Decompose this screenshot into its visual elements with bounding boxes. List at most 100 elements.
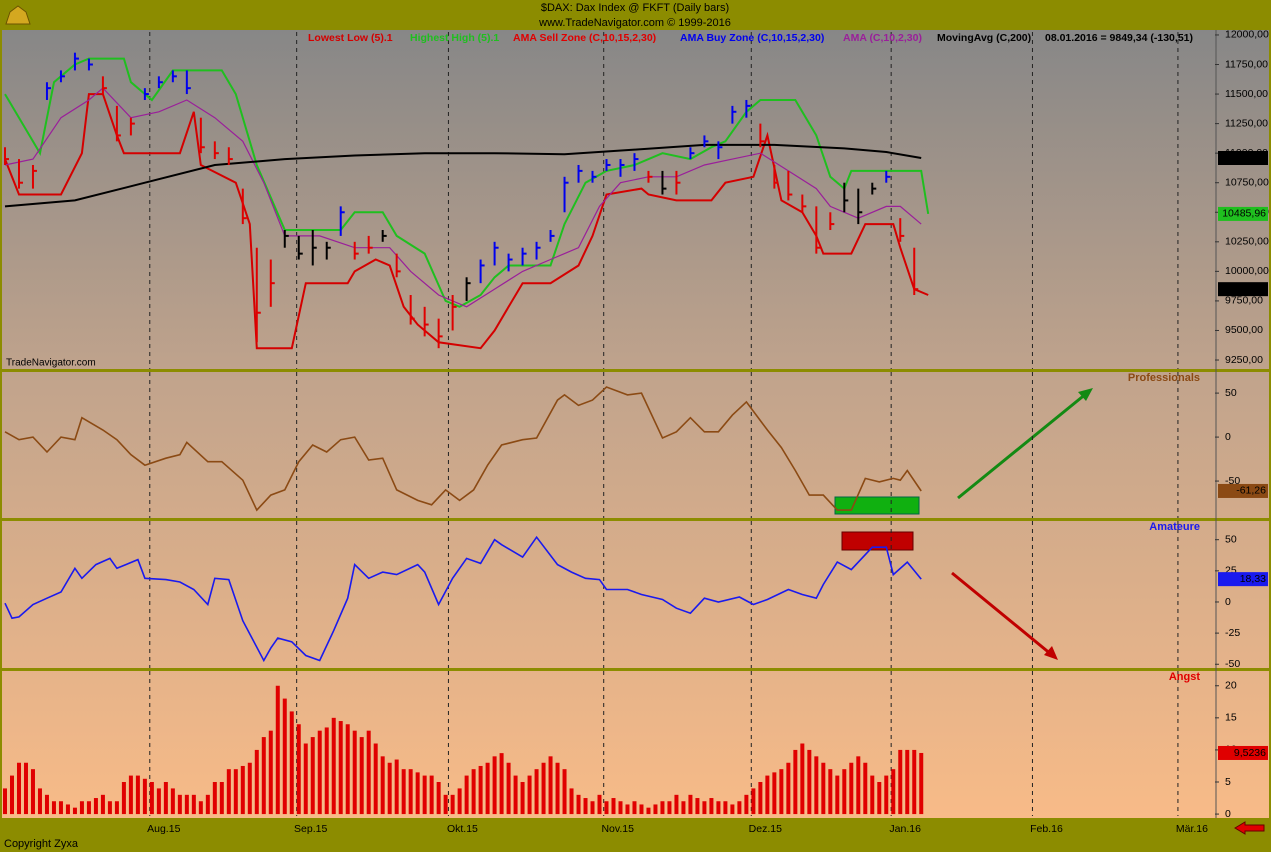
panel-divider xyxy=(0,518,1271,521)
bar xyxy=(296,724,301,815)
bar xyxy=(268,730,273,815)
bar xyxy=(660,801,665,815)
bar xyxy=(681,801,686,815)
bar xyxy=(513,775,518,815)
y-tick-label: 50 xyxy=(1225,387,1237,399)
bar xyxy=(877,781,882,815)
bar xyxy=(366,730,371,815)
bar xyxy=(779,769,784,815)
bar xyxy=(457,788,462,815)
bar xyxy=(317,730,322,815)
legend-entry: AMA Sell Zone (C,10,15,2,30) xyxy=(513,32,656,44)
last-value-label: -61,26 xyxy=(1236,485,1266,497)
bar xyxy=(212,781,217,815)
bar xyxy=(492,756,497,815)
legend-entry: AMA (C,10,2,30) xyxy=(843,32,922,44)
bar xyxy=(30,769,35,815)
highlight-box xyxy=(834,496,920,515)
bar xyxy=(282,698,287,815)
bar xyxy=(667,801,672,815)
bar xyxy=(737,801,742,815)
bar xyxy=(919,752,924,815)
chart-title: $DAX: Dax Index @ FKFT (Daily bars) xyxy=(541,2,729,14)
bar xyxy=(562,769,567,815)
bar xyxy=(716,801,721,815)
y-tick-label: 12000,00 xyxy=(1225,29,1269,41)
bar xyxy=(800,743,805,815)
bar xyxy=(863,762,868,815)
bar xyxy=(450,794,455,815)
x-tick-label: Sep.15 xyxy=(294,823,327,835)
bar xyxy=(478,765,483,815)
x-tick-label: Jan.16 xyxy=(889,823,921,835)
bar xyxy=(527,775,532,815)
bar xyxy=(744,794,749,815)
bar xyxy=(51,801,56,815)
bar xyxy=(86,801,91,815)
y-tick-label: 11750,00 xyxy=(1225,58,1268,70)
bar xyxy=(443,794,448,815)
chart-subtitle: www.TradeNavigator.com © 1999-2016 xyxy=(538,17,731,29)
bar xyxy=(702,801,707,815)
bar xyxy=(9,775,14,815)
bar xyxy=(436,781,441,815)
bar xyxy=(401,769,406,815)
x-tick-label: Mär.16 xyxy=(1176,823,1208,835)
bar xyxy=(597,794,602,815)
last-value-box xyxy=(1218,483,1268,498)
bar xyxy=(758,781,763,815)
last-value-label: 9,5236 xyxy=(1234,747,1266,759)
bar xyxy=(79,801,84,815)
y-tick-label: 10250,00 xyxy=(1225,236,1269,248)
bar xyxy=(100,794,105,815)
bar xyxy=(898,749,903,815)
last-value-label: 18,33 xyxy=(1240,573,1266,585)
footer: Copyright Zyxa xyxy=(4,838,79,850)
legend-note: 08.01.2016 = 9849,34 (-130,51) xyxy=(1045,32,1193,44)
bar xyxy=(632,801,637,815)
bar xyxy=(65,804,70,815)
bar xyxy=(499,753,504,815)
bar xyxy=(590,801,595,815)
y-tick-label: 50 xyxy=(1225,533,1237,545)
bar xyxy=(205,794,210,815)
bar xyxy=(772,772,777,815)
panel-title: Professionals xyxy=(1128,372,1200,384)
arrow xyxy=(957,388,1093,500)
bar xyxy=(415,772,420,815)
scroll-arrow[interactable] xyxy=(1234,821,1265,835)
y-tick-label: 10000,00 xyxy=(1225,265,1269,277)
x-tick-label: Okt.15 xyxy=(447,823,478,835)
bar xyxy=(464,775,469,815)
y-tick-label: 0 xyxy=(1225,596,1231,608)
x-tick-label: Dez.15 xyxy=(749,823,782,835)
y-tick-label: 25 xyxy=(1225,565,1237,577)
bar xyxy=(576,794,581,815)
background xyxy=(2,30,1269,818)
x-tick-label: Aug.15 xyxy=(147,823,180,835)
bar xyxy=(247,762,252,815)
series-line xyxy=(4,535,922,663)
bar xyxy=(849,762,854,815)
bar xyxy=(16,762,21,815)
bar xyxy=(842,769,847,815)
bar xyxy=(856,756,861,815)
bar xyxy=(821,762,826,815)
y-tick-label: 15 xyxy=(1225,712,1237,724)
bar xyxy=(58,801,63,815)
bar xyxy=(520,781,525,815)
bar xyxy=(275,685,280,815)
panel-title: Amateure xyxy=(1149,521,1200,533)
logo xyxy=(5,5,31,25)
bar xyxy=(219,781,224,815)
bar xyxy=(261,737,266,815)
last-value-box xyxy=(1218,572,1268,587)
bar xyxy=(884,775,889,815)
y-tick-label: 11500,00 xyxy=(1225,88,1268,100)
bar xyxy=(709,798,714,815)
bar xyxy=(583,798,588,815)
bar xyxy=(471,769,476,815)
series-line xyxy=(4,143,922,208)
bar xyxy=(135,775,140,815)
last-value-box xyxy=(1218,282,1268,297)
